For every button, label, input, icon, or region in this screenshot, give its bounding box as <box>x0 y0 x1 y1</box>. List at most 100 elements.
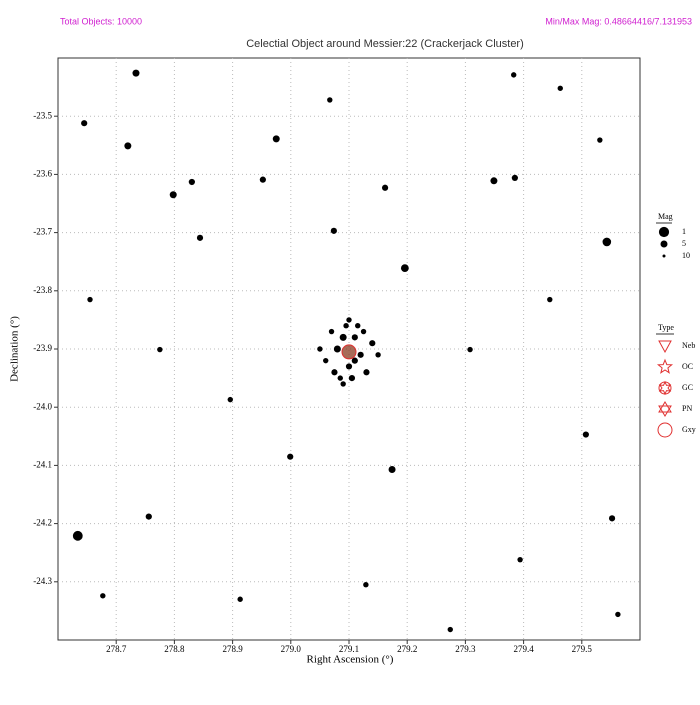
size-legend-dot <box>660 240 668 248</box>
chart-title: Celectial Object around Messier:22 (Crac… <box>246 38 524 50</box>
star <box>339 333 347 341</box>
star <box>237 596 243 602</box>
planetary-symbol <box>658 401 672 417</box>
size-legend-label: 10 <box>682 251 690 260</box>
star <box>124 142 132 150</box>
star <box>615 611 621 618</box>
star <box>317 346 323 352</box>
star <box>330 227 337 234</box>
y-axis-label: Declination (°) <box>9 316 21 382</box>
type-legend-title: Type <box>658 323 674 332</box>
size-legend-label: 1 <box>682 227 686 236</box>
y-tick-label: -23.6 <box>33 168 52 178</box>
globular-symbol <box>658 381 672 395</box>
star <box>602 237 612 247</box>
globular-cluster <box>341 344 357 360</box>
star <box>328 328 335 335</box>
x-tick-label: 279.0 <box>281 644 302 654</box>
star <box>188 178 195 186</box>
globular-symbol-star <box>658 380 672 396</box>
star <box>467 346 473 353</box>
star <box>355 323 361 329</box>
star <box>557 85 563 91</box>
star <box>333 345 341 353</box>
type-legend-label: GC <box>682 383 693 392</box>
x-tick-label: 279.1 <box>339 644 359 654</box>
star <box>351 334 358 341</box>
star <box>388 465 396 473</box>
star <box>597 137 603 143</box>
type-legend <box>656 340 674 438</box>
star <box>259 176 266 183</box>
star <box>363 369 370 376</box>
star <box>287 453 294 460</box>
star <box>157 346 163 353</box>
y-tick-label: -23.8 <box>33 285 52 295</box>
size-legend-title: Mag <box>658 212 673 221</box>
star <box>132 69 140 77</box>
star <box>272 135 280 143</box>
type-legend-label: Gxy <box>682 425 696 434</box>
total-objects: Total Objects: 10000 <box>60 16 142 26</box>
star <box>323 357 329 364</box>
size-legend-dot <box>658 226 670 238</box>
galaxy-symbol <box>657 422 673 438</box>
x-tick-label: 279.4 <box>513 644 534 654</box>
star <box>517 556 523 563</box>
open-cluster-symbol <box>656 358 674 374</box>
y-tick-label: -24.0 <box>33 401 52 411</box>
star <box>490 177 498 185</box>
star <box>343 323 349 329</box>
star <box>360 328 367 335</box>
star <box>375 352 381 358</box>
star <box>447 626 453 633</box>
star <box>608 515 616 522</box>
star <box>351 357 358 364</box>
y-tick-label: -24.1 <box>33 459 52 469</box>
y-tick-label: -24.3 <box>33 576 52 586</box>
x-tick-label: 278.9 <box>222 644 243 654</box>
star <box>145 513 152 520</box>
star <box>547 296 553 303</box>
star <box>169 191 177 199</box>
star <box>346 317 352 323</box>
x-tick-label: 278.8 <box>164 644 185 654</box>
y-tick-label: -24.2 <box>33 518 52 528</box>
type-legend-label: PN <box>682 404 692 413</box>
star <box>331 369 338 376</box>
star <box>511 174 518 181</box>
size-legend-dot <box>662 254 666 258</box>
star <box>327 97 333 103</box>
y-tick-label: -23.5 <box>33 110 52 120</box>
x-tick-label: 279.3 <box>455 644 476 654</box>
star <box>582 431 589 438</box>
min-max-mag: Min/Max Mag: 0.48664416/7.131953 <box>545 16 692 26</box>
star <box>345 363 353 370</box>
x-axis-label: Right Ascension (°) <box>307 654 394 666</box>
star <box>337 375 343 381</box>
star <box>81 120 88 127</box>
star <box>357 351 364 358</box>
type-legend-label: OC <box>682 362 693 371</box>
x-tick-label: 279.2 <box>397 644 417 654</box>
star <box>340 381 346 387</box>
star <box>348 375 356 382</box>
star <box>381 184 389 191</box>
x-tick-label: 279.5 <box>572 644 593 654</box>
star <box>363 582 369 588</box>
star <box>196 234 204 241</box>
star <box>400 264 409 273</box>
star <box>227 396 233 403</box>
nebula-symbol <box>658 340 672 354</box>
y-tick-label: -23.7 <box>33 227 52 237</box>
star <box>511 72 517 78</box>
type-legend-label: Neb <box>682 341 695 350</box>
star <box>72 530 83 541</box>
star <box>87 296 93 303</box>
y-tick-label: -23.9 <box>33 343 52 353</box>
x-tick-label: 278.7 <box>106 644 127 654</box>
size-legend-label: 5 <box>682 239 686 248</box>
star <box>369 340 376 347</box>
star <box>100 593 106 599</box>
